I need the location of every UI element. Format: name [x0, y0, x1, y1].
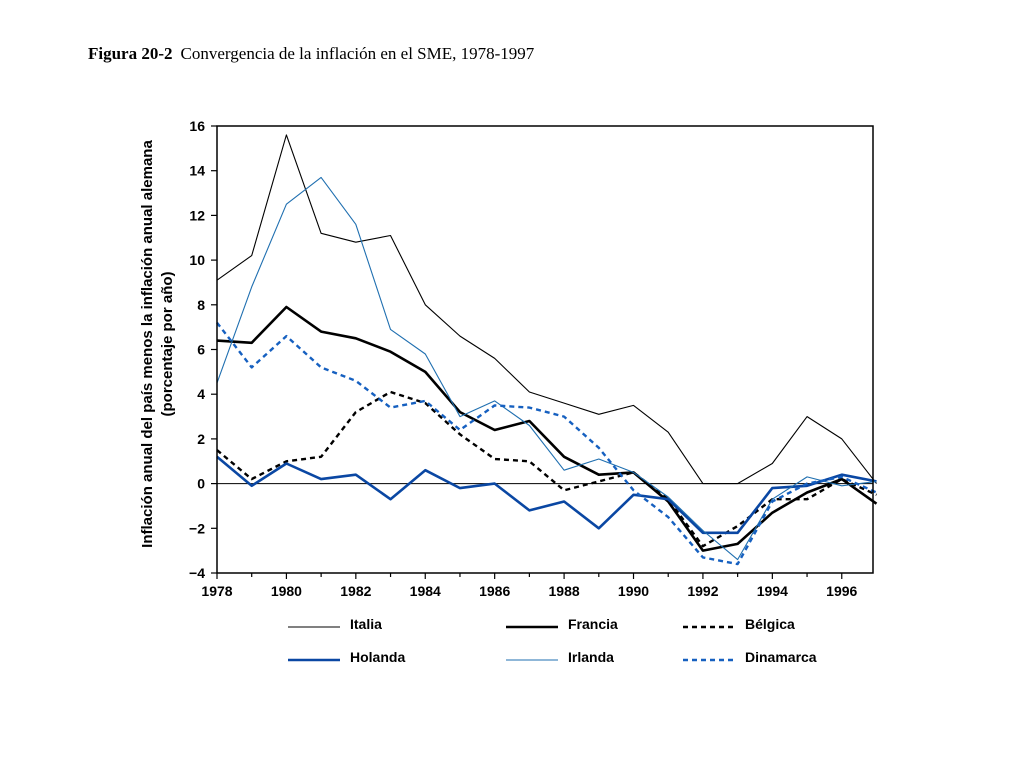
x-tick-label: 1992	[687, 583, 718, 599]
y-tick-label: 0	[197, 476, 205, 492]
figure-title: Convergencia de la inflación en el SME, …	[180, 44, 535, 63]
figure-number: Figura 20-2	[88, 44, 173, 63]
legend-label-irlanda: Irlanda	[568, 649, 614, 665]
series-line-dinamarca	[216, 321, 877, 566]
series-line-belgica	[216, 390, 877, 548]
x-tick-label: 1988	[549, 583, 580, 599]
y-tick-label: 6	[197, 342, 205, 358]
legend-label-belgica: Bélgica	[745, 616, 795, 632]
x-tick-label: 1982	[340, 583, 371, 599]
y-tick-label: −2	[189, 520, 205, 536]
x-tick-label: 1990	[618, 583, 649, 599]
y-tick-label: 16	[189, 118, 205, 134]
legend-label-italia: Italia	[350, 616, 382, 632]
y-axis-title-line1: Inflación anual del país menos la inflac…	[139, 140, 156, 548]
legend-label-holanda: Holanda	[350, 649, 405, 665]
y-tick-label: 4	[197, 386, 205, 402]
y-tick-label: 10	[189, 252, 205, 268]
x-tick-label: 1994	[757, 583, 788, 599]
series-line-irlanda	[216, 176, 877, 561]
y-tick-label: 8	[197, 297, 205, 313]
series-layer	[216, 134, 878, 566]
series-line-holanda	[216, 455, 877, 535]
y-tick-label: 14	[189, 163, 205, 179]
x-tick-label: 1984	[410, 583, 441, 599]
x-tick-label: 1980	[271, 583, 302, 599]
x-tick-label: 1986	[479, 583, 510, 599]
tick-layer: −4 −2 0 2 4 6 8 10 12 14 16 1978 1980 1982 1984 1986 198…	[189, 118, 858, 599]
x-tick-label: 1996	[826, 583, 857, 599]
x-tick-label: 1978	[201, 583, 232, 599]
y-tick-label: 12	[189, 207, 205, 223]
legend: Italia Francia Bélgica Holanda Irlanda Dinama…	[288, 616, 817, 665]
y-tick-label: 2	[197, 431, 205, 447]
figure-caption: Figura 20-2 Convergencia de la inflación …	[88, 44, 534, 64]
series-line-italia	[216, 134, 877, 485]
legend-label-dinamarca: Dinamarca	[745, 649, 817, 665]
series-line-francia	[216, 305, 878, 552]
y-tick-label: −4	[189, 565, 205, 581]
y-axis-title-line2: (porcentaje por año)	[159, 271, 176, 416]
legend-label-francia: Francia	[568, 616, 618, 632]
